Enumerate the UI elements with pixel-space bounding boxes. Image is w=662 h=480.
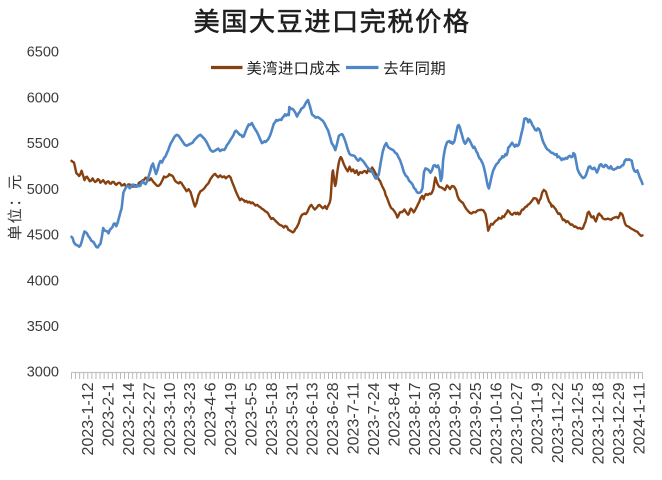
svg-text:2023-4-6: 2023-4-6 xyxy=(203,382,220,446)
svg-text:2023-8-30: 2023-8-30 xyxy=(427,382,444,455)
svg-text:2023-8-4: 2023-8-4 xyxy=(386,382,403,446)
svg-text:2023-5-5: 2023-5-5 xyxy=(243,382,260,446)
svg-text:2023-11-22: 2023-11-22 xyxy=(550,382,567,463)
svg-text:2023-7-11: 2023-7-11 xyxy=(346,382,363,454)
svg-text:2023-2-27: 2023-2-27 xyxy=(141,382,158,455)
svg-text:2023-11-9: 2023-11-9 xyxy=(529,382,546,454)
svg-text:2023-6-28: 2023-6-28 xyxy=(325,382,342,455)
svg-text:5000: 5000 xyxy=(27,182,59,198)
svg-text:2023-2-1: 2023-2-1 xyxy=(101,382,118,446)
svg-text:2023-12-29: 2023-12-29 xyxy=(611,382,628,464)
svg-text:4000: 4000 xyxy=(27,273,59,289)
svg-text:2023-7-24: 2023-7-24 xyxy=(366,382,383,455)
svg-text:2023-10-16: 2023-10-16 xyxy=(489,382,506,464)
svg-text:3500: 3500 xyxy=(27,319,59,335)
svg-text:2023-1-12: 2023-1-12 xyxy=(80,382,97,455)
svg-text:2023-12-5: 2023-12-5 xyxy=(570,382,587,455)
svg-text:2023-10-27: 2023-10-27 xyxy=(509,382,526,464)
svg-text:6500: 6500 xyxy=(27,45,59,61)
svg-text:2023-3-10: 2023-3-10 xyxy=(162,382,179,455)
svg-text:2023-8-17: 2023-8-17 xyxy=(407,382,424,455)
svg-text:2023-9-25: 2023-9-25 xyxy=(468,382,485,455)
svg-text:2023-9-12: 2023-9-12 xyxy=(448,382,465,455)
svg-text:2023-4-19: 2023-4-19 xyxy=(223,382,240,455)
svg-text:4500: 4500 xyxy=(27,228,59,244)
svg-text:2024-1-11: 2024-1-11 xyxy=(631,382,648,454)
svg-text:2023-5-31: 2023-5-31 xyxy=(284,382,301,455)
svg-text:2023-3-23: 2023-3-23 xyxy=(182,382,199,455)
svg-text:3000: 3000 xyxy=(27,365,59,381)
svg-text:2023-12-18: 2023-12-18 xyxy=(591,382,608,464)
svg-text:5500: 5500 xyxy=(27,136,59,152)
svg-text:2023-6-13: 2023-6-13 xyxy=(305,382,322,455)
svg-text:2023-5-18: 2023-5-18 xyxy=(264,382,281,455)
svg-text:6000: 6000 xyxy=(27,90,59,106)
svg-text:2023-2-14: 2023-2-14 xyxy=(121,382,138,455)
